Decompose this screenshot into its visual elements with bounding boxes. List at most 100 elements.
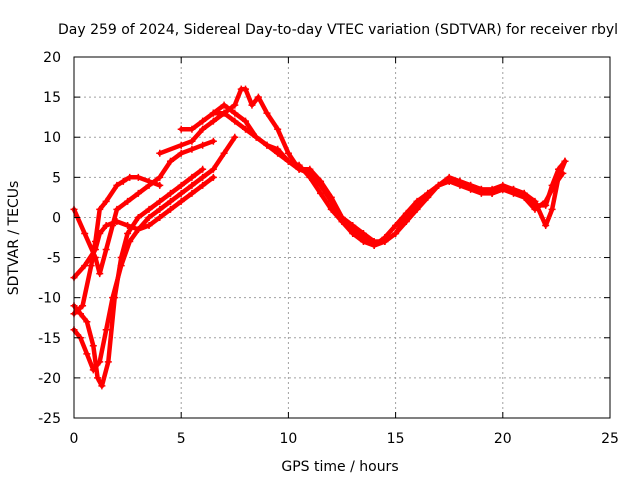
data-point bbox=[231, 133, 239, 141]
data-point bbox=[102, 221, 110, 229]
data-point bbox=[102, 197, 110, 205]
data-point bbox=[113, 181, 121, 189]
data-point bbox=[124, 197, 132, 205]
data-point bbox=[177, 181, 185, 189]
series-track-4 bbox=[70, 173, 217, 374]
data-point bbox=[117, 262, 125, 270]
data-point bbox=[295, 165, 303, 173]
data-point bbox=[209, 165, 217, 173]
data-point bbox=[263, 141, 271, 149]
data-point bbox=[134, 173, 142, 181]
data-point bbox=[338, 213, 346, 221]
data-point bbox=[119, 177, 127, 185]
data-point bbox=[134, 189, 142, 197]
data-point bbox=[156, 205, 164, 213]
data-point bbox=[156, 213, 164, 221]
data-point bbox=[274, 145, 282, 153]
data-point bbox=[284, 157, 292, 165]
data-point bbox=[89, 342, 97, 350]
data-point bbox=[177, 149, 185, 157]
data-point bbox=[317, 189, 325, 197]
data-point bbox=[188, 189, 196, 197]
data-point bbox=[96, 205, 104, 213]
data-point bbox=[510, 185, 518, 193]
x-tick-label: 25 bbox=[601, 431, 619, 447]
data-point bbox=[134, 225, 142, 233]
data-point bbox=[177, 197, 185, 205]
data-point bbox=[96, 270, 104, 278]
data-point bbox=[188, 173, 196, 181]
data-point bbox=[220, 149, 228, 157]
data-point bbox=[359, 229, 367, 237]
data-point bbox=[145, 213, 153, 221]
y-tick-label: -5 bbox=[47, 251, 61, 267]
data-point bbox=[199, 181, 207, 189]
data-point bbox=[166, 205, 174, 213]
data-point bbox=[145, 205, 153, 213]
data-point bbox=[134, 213, 142, 221]
plot-border bbox=[73, 56, 611, 419]
data-point bbox=[156, 173, 164, 181]
data-point bbox=[145, 177, 153, 185]
data-point bbox=[231, 117, 239, 125]
data-point bbox=[199, 117, 207, 125]
data-point bbox=[434, 181, 442, 189]
series-trace bbox=[211, 102, 568, 244]
data-point bbox=[381, 238, 389, 246]
data-point bbox=[542, 221, 550, 229]
data-point bbox=[349, 229, 357, 237]
data-point bbox=[242, 85, 250, 93]
data-point bbox=[199, 141, 207, 149]
data-point bbox=[477, 185, 485, 193]
data-point bbox=[98, 382, 106, 390]
y-tick-label: 5 bbox=[52, 170, 61, 186]
data-point bbox=[156, 149, 164, 157]
data-point bbox=[145, 221, 153, 229]
data-point bbox=[83, 350, 91, 358]
data-point bbox=[327, 205, 335, 213]
data-point bbox=[327, 193, 335, 201]
data-point bbox=[306, 165, 314, 173]
data-point bbox=[126, 173, 134, 181]
data-point bbox=[531, 197, 539, 205]
data-point bbox=[177, 189, 185, 197]
data-point bbox=[520, 189, 528, 197]
data-point bbox=[242, 125, 250, 133]
data-point bbox=[392, 229, 400, 237]
data-point bbox=[445, 173, 453, 181]
data-point bbox=[87, 262, 95, 270]
data-point bbox=[402, 213, 410, 221]
data-point bbox=[424, 189, 432, 197]
x-tick-label: 10 bbox=[279, 431, 297, 447]
data-point bbox=[177, 141, 185, 149]
data-point bbox=[156, 181, 164, 189]
data-point bbox=[166, 197, 174, 205]
data-point bbox=[254, 93, 262, 101]
x-tick-label: 0 bbox=[70, 431, 79, 447]
data-point bbox=[263, 109, 271, 117]
data-point bbox=[306, 173, 314, 181]
data-point bbox=[220, 109, 228, 117]
x-axis-label: GPS time / hours bbox=[281, 459, 398, 475]
data-point bbox=[81, 262, 89, 270]
data-point bbox=[220, 101, 228, 109]
data-point bbox=[124, 229, 132, 237]
data-point bbox=[548, 205, 556, 213]
data-point bbox=[102, 246, 110, 254]
series-main-c bbox=[209, 101, 569, 246]
data-point bbox=[248, 101, 256, 109]
data-point bbox=[188, 145, 196, 153]
data-point bbox=[555, 173, 563, 181]
data-point bbox=[542, 197, 550, 205]
x-tick-label: 5 bbox=[177, 431, 186, 447]
data-point bbox=[231, 101, 239, 109]
series-trace bbox=[71, 138, 216, 276]
data-point bbox=[242, 117, 250, 125]
data-point bbox=[94, 374, 102, 382]
data-point bbox=[349, 221, 357, 229]
y-tick-label: -20 bbox=[38, 371, 61, 387]
data-point bbox=[209, 109, 217, 117]
data-point bbox=[124, 221, 132, 229]
data-point bbox=[317, 177, 325, 185]
